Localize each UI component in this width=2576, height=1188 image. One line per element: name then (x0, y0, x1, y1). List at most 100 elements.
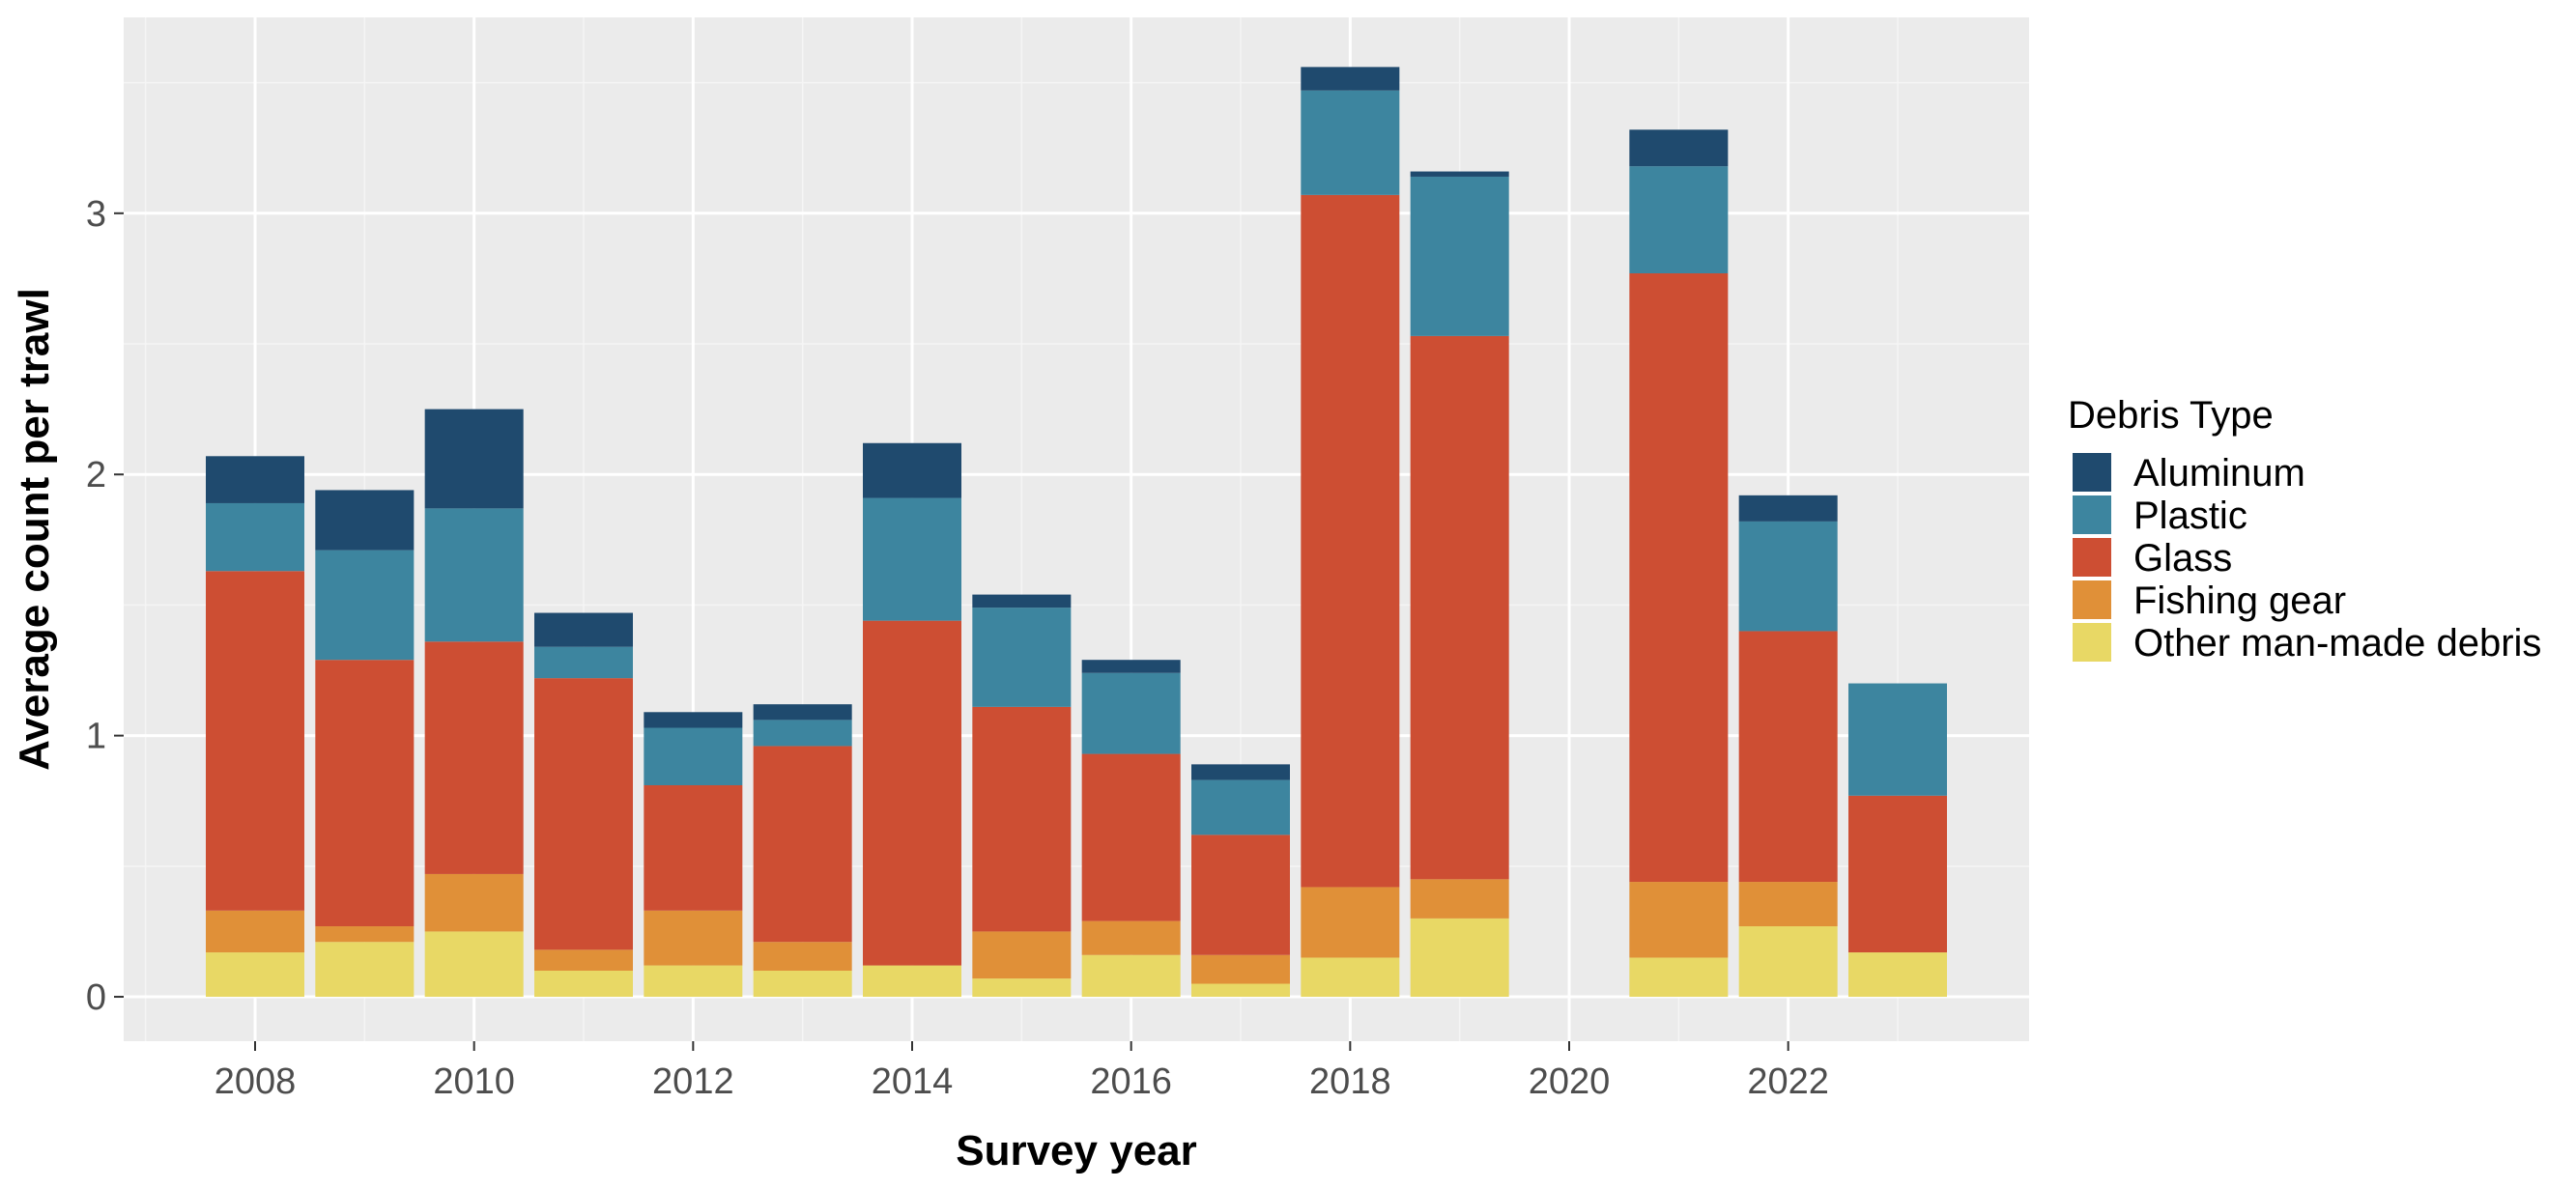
bar-segment-glass-2014 (863, 620, 961, 966)
x-axis-title: Survey year (956, 1127, 1197, 1174)
bar-segment-plastic-2008 (206, 502, 304, 572)
bar-segment-glass-2019 (1410, 335, 1509, 880)
x-tick-label: 2008 (215, 1061, 297, 1102)
bar-segment-other-man-made-debris-2019 (1410, 918, 1509, 998)
x-tick-label: 2012 (652, 1061, 734, 1102)
bar-segment-plastic-2011 (534, 646, 633, 679)
legend-label: Fishing gear (2133, 580, 2346, 622)
bar-segment-glass-2016 (1081, 753, 1181, 921)
bar-segment-plastic-2016 (1081, 672, 1181, 754)
y-tick-label: 1 (86, 717, 106, 757)
bar-segment-glass-2011 (534, 678, 633, 950)
bar-segment-plastic-2022 (1738, 521, 1838, 632)
bar-segment-aluminum-2008 (206, 456, 304, 503)
legend-key-aluminum (2071, 451, 2113, 494)
legend-title: Debris Type (2068, 394, 2274, 437)
bar-segment-plastic-2021 (1629, 166, 1729, 273)
bar-segment-aluminum-2016 (1081, 660, 1181, 673)
bar-segment-fishing-gear-2017 (1191, 954, 1290, 984)
bar-segment-fishing-gear-2008 (206, 910, 304, 953)
legend-key-other-man-made-debris (2071, 621, 2113, 664)
bar-segment-fishing-gear-2013 (753, 942, 852, 971)
bar-segment-other-man-made-debris-2011 (534, 970, 633, 998)
bar-segment-plastic-2019 (1410, 176, 1509, 336)
x-tick-label: 2018 (1309, 1061, 1391, 1102)
bar-segment-aluminum-2010 (424, 409, 524, 509)
bar-segment-other-man-made-debris-2015 (972, 978, 1072, 998)
bar-segment-fishing-gear-2011 (534, 949, 633, 971)
bar-segment-glass-2017 (1191, 834, 1290, 955)
bar-segment-plastic-2023 (1848, 683, 1947, 796)
bar-segment-glass-2018 (1301, 194, 1400, 888)
y-tick-label: 0 (86, 977, 106, 1018)
bar-segment-glass-2022 (1738, 631, 1838, 883)
bar-segment-aluminum-2015 (972, 594, 1072, 608)
bar-segment-other-man-made-debris-2016 (1081, 954, 1181, 998)
x-tick-label: 2016 (1090, 1061, 1172, 1102)
bar-segment-fishing-gear-2016 (1081, 920, 1181, 955)
x-tick-label: 2022 (1747, 1061, 1829, 1102)
bar-segment-plastic-2010 (424, 508, 524, 642)
bar-segment-other-man-made-debris-2014 (863, 965, 961, 998)
bar-segment-other-man-made-debris-2017 (1191, 983, 1290, 998)
legend-label: Plastic (2133, 495, 2247, 537)
bar-segment-plastic-2017 (1191, 779, 1290, 835)
x-tick-label: 2010 (433, 1061, 515, 1102)
bar-segment-plastic-2009 (315, 550, 415, 661)
bar-segment-other-man-made-debris-2018 (1301, 957, 1400, 998)
bar-segment-aluminum-2021 (1629, 129, 1729, 167)
bar-segment-glass-2021 (1629, 273, 1729, 883)
y-axis-title: Average count per trawl (11, 288, 58, 771)
bar-segment-glass-2008 (206, 571, 304, 911)
bar-segment-other-man-made-debris-2023 (1848, 952, 1947, 998)
y-axis: 0 1 2 3 (86, 194, 124, 1018)
legend-key-fishing-gear (2071, 579, 2113, 621)
bar-segment-glass-2010 (424, 641, 524, 874)
legend-label: Aluminum (2133, 452, 2305, 495)
bar-segment-glass-2012 (644, 785, 743, 911)
bar-segment-glass-2015 (972, 706, 1072, 932)
bar-segment-other-man-made-debris-2009 (315, 942, 415, 998)
bar-segment-aluminum-2009 (315, 490, 415, 551)
legend-label: Other man-made debris (2133, 622, 2541, 665)
bar-segment-fishing-gear-2018 (1301, 887, 1400, 958)
legend-key-plastic (2071, 494, 2113, 536)
bar-segment-other-man-made-debris-2008 (206, 952, 304, 998)
x-axis: 2008 2010 2012 2014 2016 2018 2020 2022 (215, 1041, 1829, 1102)
bar-segment-plastic-2018 (1301, 90, 1400, 195)
bar-segment-fishing-gear-2010 (424, 873, 524, 932)
x-tick-label: 2014 (872, 1061, 954, 1102)
bar-segment-fishing-gear-2022 (1738, 882, 1838, 927)
bar-segment-aluminum-2011 (534, 612, 633, 647)
bar-segment-glass-2013 (753, 746, 852, 943)
bar-segment-aluminum-2022 (1738, 495, 1838, 522)
bar-segment-aluminum-2018 (1301, 67, 1400, 91)
x-tick-label: 2020 (1529, 1061, 1611, 1102)
bar-segment-other-man-made-debris-2013 (753, 970, 852, 998)
legend: Debris Type AluminumPlasticGlassFishing … (2068, 394, 2541, 665)
y-tick-label: 2 (86, 455, 106, 495)
bar-segment-aluminum-2017 (1191, 764, 1290, 780)
bar-segment-plastic-2012 (644, 727, 743, 785)
bar-segment-aluminum-2013 (753, 704, 852, 721)
legend-label: Glass (2133, 537, 2232, 580)
bar-segment-fishing-gear-2009 (315, 926, 415, 943)
bar-segment-plastic-2014 (863, 497, 961, 621)
bar-segment-aluminum-2012 (644, 712, 743, 728)
bar-segment-aluminum-2019 (1410, 171, 1509, 177)
bar-segment-glass-2023 (1848, 795, 1947, 953)
bar-segment-other-man-made-debris-2012 (644, 965, 743, 998)
bar-segment-other-man-made-debris-2021 (1629, 957, 1729, 998)
bar-segment-glass-2009 (315, 660, 415, 927)
bar-segment-aluminum-2014 (863, 442, 961, 498)
bar-segment-other-man-made-debris-2010 (424, 931, 524, 998)
bar-segment-plastic-2015 (972, 608, 1072, 707)
bar-segment-other-man-made-debris-2022 (1738, 926, 1838, 998)
bar-segment-fishing-gear-2019 (1410, 879, 1509, 919)
legend-key-glass (2071, 536, 2113, 579)
bar-segment-fishing-gear-2021 (1629, 882, 1729, 958)
bar-segment-fishing-gear-2012 (644, 910, 743, 966)
bar-segment-plastic-2013 (753, 720, 852, 747)
